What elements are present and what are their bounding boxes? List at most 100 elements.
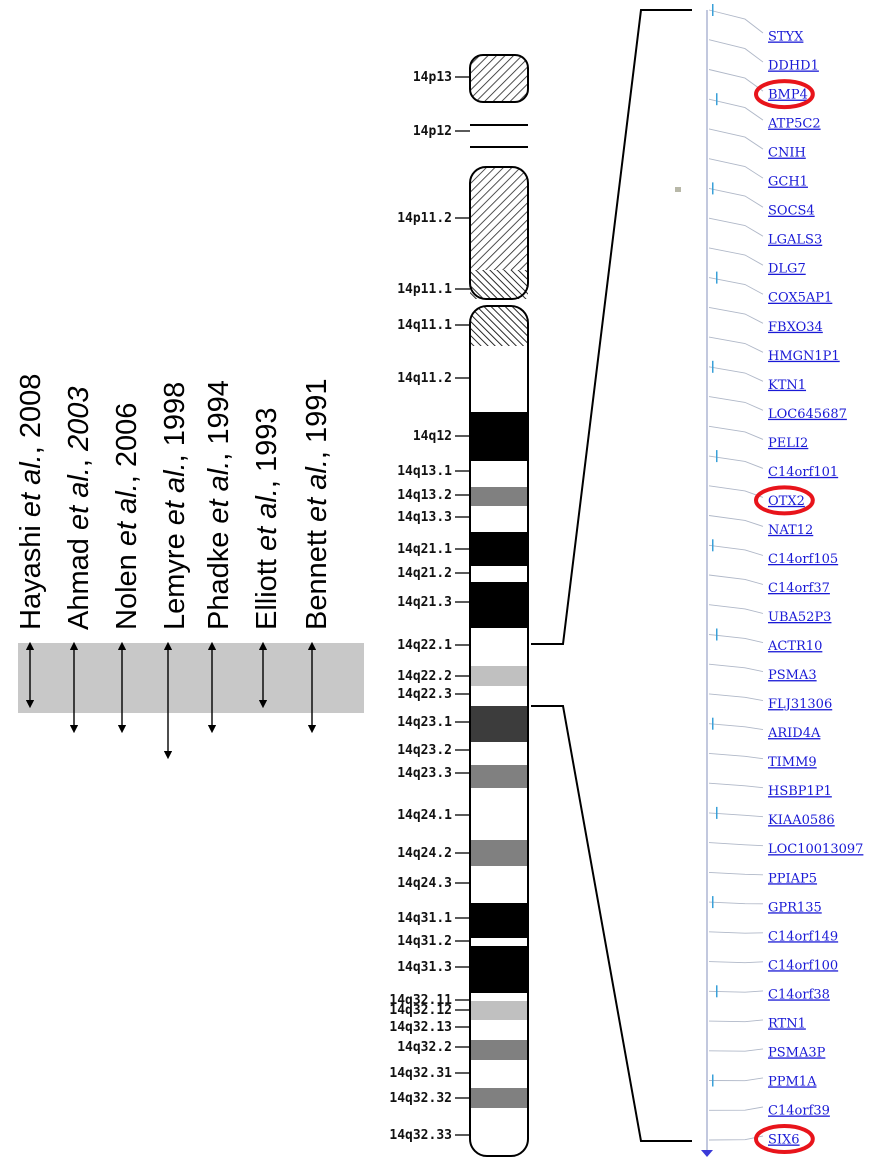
gene-link[interactable]: LGALS3 (768, 233, 822, 248)
gene-connector (708, 366, 764, 382)
gene-link[interactable]: DLG7 (768, 262, 806, 277)
gene-link[interactable]: TIMM9 (768, 755, 817, 770)
gene-link[interactable]: HMGN1P1 (768, 349, 840, 364)
study-etal: et al. (301, 459, 333, 522)
gene-link[interactable]: PELI2 (768, 436, 808, 451)
gene-link[interactable]: FBXO34 (768, 320, 823, 335)
gene-link[interactable]: PSMA3P (768, 1045, 826, 1060)
gene-model-mark (712, 539, 714, 552)
gene-model-mark (716, 271, 718, 284)
gene-link[interactable]: C14orf105 (768, 552, 838, 567)
band-label: 14q22.2 (397, 669, 452, 684)
study-label: Hayashi et al., 2008 (15, 374, 47, 630)
gene-link[interactable]: KIAA0586 (768, 813, 835, 828)
gene-link[interactable]: ACTR10 (767, 639, 822, 654)
band-label: 14q24.1 (397, 808, 452, 823)
zoom-connectors (531, 9, 692, 1142)
gene-connector (708, 693, 764, 702)
band-14q32.12 (470, 1001, 528, 1020)
study-label: Ahmad et al., 2003 (63, 387, 95, 630)
gene-link[interactable]: FLJ31306 (768, 697, 832, 712)
gene-link[interactable]: NAT12 (768, 523, 813, 538)
gene-list-panel: STYX DDHD1 BMP4 ATP5C2 CNIH GCH1 SOCS4 LGALS3 DL… (675, 4, 863, 1157)
study-year: 1998 (159, 382, 191, 447)
study-year: 2006 (111, 403, 143, 468)
gene-link[interactable]: RTN1 (768, 1016, 806, 1031)
gene-connector (708, 723, 764, 731)
study-labels: Hayashi et al., 2008 Ahmad et al., 2003 No… (15, 374, 333, 630)
gene-link[interactable]: C14orf149 (768, 929, 838, 944)
band-14q24.3 (470, 866, 528, 903)
study-separator: , (15, 438, 47, 454)
study-year: 2003 (63, 387, 95, 453)
band-14q23.3 (470, 765, 528, 788)
gene-link[interactable]: UBA52P3 (768, 610, 831, 625)
p11-block (469, 166, 529, 300)
gene-model-mark (712, 717, 714, 730)
gene-link[interactable]: PPM1A (768, 1074, 817, 1089)
gene-link[interactable]: COX5AP1 (768, 291, 832, 306)
band-14q31.3 (470, 946, 528, 993)
gene-connector (708, 634, 764, 644)
band-label: 14q32.31 (389, 1066, 452, 1081)
gene-link[interactable]: LOC645687 (768, 407, 847, 422)
band-label: 14q21.1 (397, 542, 452, 557)
gene-link[interactable]: OTX2 (768, 494, 805, 509)
gene-link[interactable]: DDHD1 (768, 59, 819, 74)
highlight-circle (754, 79, 815, 110)
gene-connector (708, 961, 764, 964)
gene-link[interactable]: C14orf37 (768, 581, 830, 596)
gene-link[interactable]: STYX (768, 30, 804, 45)
gene-link[interactable]: ARID4A (767, 726, 821, 741)
band-label: 14q24.2 (397, 846, 452, 861)
gene-link[interactable]: GPR135 (768, 900, 822, 915)
gene-model-mark (712, 182, 714, 195)
highlight-circle (754, 485, 815, 516)
study-author: Phadke (203, 524, 235, 630)
gene-link[interactable]: C14orf100 (768, 958, 838, 973)
gene-model-mark (716, 93, 718, 106)
gene-connector (708, 306, 764, 324)
gene-link[interactable]: C14orf101 (768, 465, 838, 480)
gene-link[interactable]: C14orf38 (768, 987, 830, 1002)
gene-model-mark (716, 806, 718, 819)
band-label: 14q22.3 (397, 687, 452, 702)
gene-link[interactable]: ATP5C2 (767, 117, 821, 132)
gene-connector (708, 515, 764, 527)
study-year: 1994 (203, 380, 235, 445)
study-author: Bennett (301, 522, 333, 630)
gene-link[interactable]: BMP4 (768, 88, 808, 103)
band-label: 14q12 (413, 429, 452, 444)
gene-link[interactable]: GCH1 (768, 175, 808, 190)
study-label: Elliott et al., 1993 (251, 408, 283, 631)
band-label: 14q32.12 (389, 1003, 452, 1018)
gene-model-mark (712, 4, 714, 16)
band-14q24.1 (470, 788, 528, 840)
study-year: 2008 (15, 374, 47, 439)
gene-link[interactable]: KTN1 (768, 378, 806, 393)
band-14q24.2 (470, 840, 528, 866)
study-author: Ahmad (63, 530, 95, 630)
gene-link[interactable]: HSBP1P1 (768, 784, 832, 799)
gene-link[interactable]: PPIAP5 (768, 871, 817, 886)
gene-link[interactable]: C14orf39 (768, 1104, 830, 1119)
study-label: Lemyre et al., 1998 (159, 382, 191, 630)
band-14q32.33 (470, 1108, 528, 1156)
gene-link[interactable]: SIX6 (768, 1133, 800, 1148)
band-label: 14p11.2 (397, 211, 452, 226)
gene-link[interactable]: PSMA3 (768, 668, 817, 683)
band-label: 14q32.33 (389, 1128, 452, 1143)
gene-connector (708, 9, 764, 34)
zoom-connector-bottom (531, 705, 692, 1142)
band-14p11.1 (470, 270, 528, 299)
gene-link[interactable]: SOCS4 (768, 204, 815, 219)
study-separator: , (159, 446, 191, 462)
gene-link[interactable]: CNIH (768, 146, 806, 161)
band-label: 14q32.2 (397, 1040, 452, 1055)
band-14q22.3 (470, 686, 528, 706)
study-etal: et al. (159, 462, 191, 525)
gene-connector (708, 1048, 764, 1052)
gene-connector (708, 663, 764, 673)
gene-link[interactable]: LOC10013097 (768, 842, 863, 857)
